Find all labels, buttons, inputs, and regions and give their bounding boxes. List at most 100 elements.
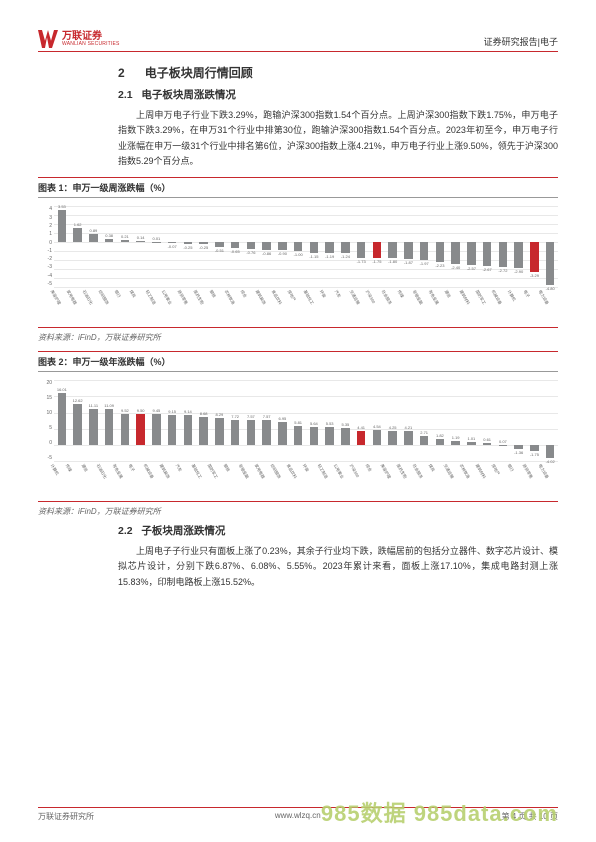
section-2-num: 2 (118, 66, 125, 80)
x-axis-label: 非银金融 (230, 463, 250, 484)
x-axis-label: 有色金属 (420, 289, 440, 310)
bar: 4.21 (401, 380, 417, 461)
logo: 万联证券 WANLIAN SECURITIES (38, 30, 120, 48)
bar: 5.53 (322, 380, 338, 461)
bar: 9.52 (117, 380, 133, 461)
bar: 4.41 (353, 380, 369, 461)
bar: 0.38 (101, 206, 117, 287)
bar: -0.51 (212, 206, 228, 287)
bar: 7.57 (259, 380, 275, 461)
bar: 1.01 (464, 380, 480, 461)
bar: -1.75 (369, 206, 385, 287)
logo-icon (38, 30, 58, 48)
bar: 0.89 (86, 206, 102, 287)
header-category: 证券研究报告|电子 (484, 35, 558, 48)
bar: -4.02 (542, 380, 558, 461)
page-header: 万联证券 WANLIAN SECURITIES 证券研究报告|电子 (38, 30, 558, 52)
section-2-title: 电子板块周行情回顾 (145, 66, 253, 80)
bar: -4.80 (542, 206, 558, 287)
x-axis-label: 电力设备 (530, 289, 550, 310)
bar: 1.19 (448, 380, 464, 461)
bar: -1.87 (401, 206, 417, 287)
x-axis-label: 商贸零售 (514, 463, 534, 484)
bar: -1.00 (290, 206, 306, 287)
bar: -0.90 (275, 206, 291, 287)
bar: 0.21 (117, 206, 133, 287)
section-2-2-heading: 2.2 子板块周涨跌情况 (118, 523, 558, 538)
x-axis-label: 农林牧渔 (216, 289, 236, 310)
bar: -2.67 (479, 206, 495, 287)
x-axis-label: 有色金属 (104, 463, 124, 484)
logo-cn: 万联证券 (62, 32, 120, 42)
bar: -1.75 (527, 380, 543, 461)
x-axis-label: 基础化工 (183, 463, 203, 484)
bar: -1.19 (322, 206, 338, 287)
paragraph-1: 上周申万电子行业下跌3.29%，跑输沪深300指数1.54个百分点。上周沪深30… (118, 108, 558, 169)
bar: 0.61 (479, 380, 495, 461)
x-axis-label: 社会服务 (373, 289, 393, 310)
page-footer: 万联证券研究所 www.wlzq.cn 第 4 页 共 10 页 (38, 807, 558, 822)
bar: 1.82 (432, 380, 448, 461)
footer-left: 万联证券研究所 (38, 811, 94, 822)
x-axis-label: 医药生物 (185, 289, 205, 310)
bar: -0.25 (180, 206, 196, 287)
bar: -0.07 (164, 206, 180, 287)
bar: 7.57 (243, 380, 259, 461)
paragraph-2: 上周电子子行业只有面板上涨了0.23%，其余子行业均下跌，跌幅居前的包括分立器件… (118, 544, 558, 590)
chart-1-source: 资料来源：iFinD，万联证券研究所 (38, 332, 558, 343)
bar: 1.62 (70, 206, 86, 287)
x-axis-label: 纺织服饰 (262, 463, 282, 484)
footer-right: 第 4 页 共 10 页 (502, 811, 558, 822)
bar: -1.97 (416, 206, 432, 287)
bar: -0.86 (259, 206, 275, 287)
bar: -3.29 (527, 206, 543, 287)
bar: 11.09 (101, 380, 117, 461)
chart-2-source: 资料来源：iFinD，万联证券研究所 (38, 506, 558, 517)
bar: 16.01 (54, 380, 70, 461)
bar: 9.15 (164, 380, 180, 461)
bar: -1.73 (353, 206, 369, 287)
bar: 8.29 (212, 380, 228, 461)
section-2-1-title: 电子板块周涨跌情况 (141, 89, 236, 101)
section-2-1-num: 2.1 (118, 89, 133, 101)
bar: 2.71 (416, 380, 432, 461)
bar: -1.24 (338, 206, 354, 287)
bar: -0.65 (227, 206, 243, 287)
x-axis-label: 石油石化 (88, 463, 108, 484)
bar: -1.80 (385, 206, 401, 287)
x-axis-label: 社会服务 (404, 463, 424, 484)
chart-2-caption: 图表 2：申万一级年涨跌幅（%） (38, 351, 558, 372)
chart-1-caption: 图表 1：申万一级周涨跌幅（%） (38, 177, 558, 198)
x-axis-label: 国防军工 (199, 463, 219, 484)
chart-1: 43210-1-2-3-4-53.531.620.890.380.210.140… (38, 198, 558, 328)
bar: 4.25 (385, 380, 401, 461)
bar: 12.62 (70, 380, 86, 461)
bar: 0.01 (149, 206, 165, 287)
bar: 11.11 (86, 380, 102, 461)
logo-en: WANLIAN SECURITIES (62, 42, 120, 47)
bar: 5.35 (338, 380, 354, 461)
bar: -2.23 (432, 206, 448, 287)
x-axis-label: 家用电器 (246, 463, 266, 484)
bar: 5.64 (306, 380, 322, 461)
bar: 6.95 (275, 380, 291, 461)
bar: 7.72 (227, 380, 243, 461)
bar: 4.54 (369, 380, 385, 461)
bar: -1.15 (306, 206, 322, 287)
bar: 5.81 (290, 380, 306, 461)
bar: -2.90 (511, 206, 527, 287)
x-axis-label: 非银金融 (404, 289, 424, 310)
footer-mid: www.wlzq.cn (275, 811, 321, 822)
bar: 9.14 (180, 380, 196, 461)
x-axis-label: 公用事业 (153, 289, 173, 310)
section-2-heading: 2 电子板块周行情回顾 (118, 64, 558, 81)
x-axis-label: 电力设备 (530, 463, 550, 484)
bar: 9.45 (149, 380, 165, 461)
bar: -0.76 (243, 206, 259, 287)
bar: 0.07 (495, 380, 511, 461)
bar: 8.68 (196, 380, 212, 461)
bar: 3.53 (54, 206, 70, 287)
x-axis-label: 食品饮料 (278, 463, 298, 484)
bar: 0.14 (133, 206, 149, 287)
section-2-1-heading: 2.1 电子板块周涨跌情况 (118, 87, 558, 102)
